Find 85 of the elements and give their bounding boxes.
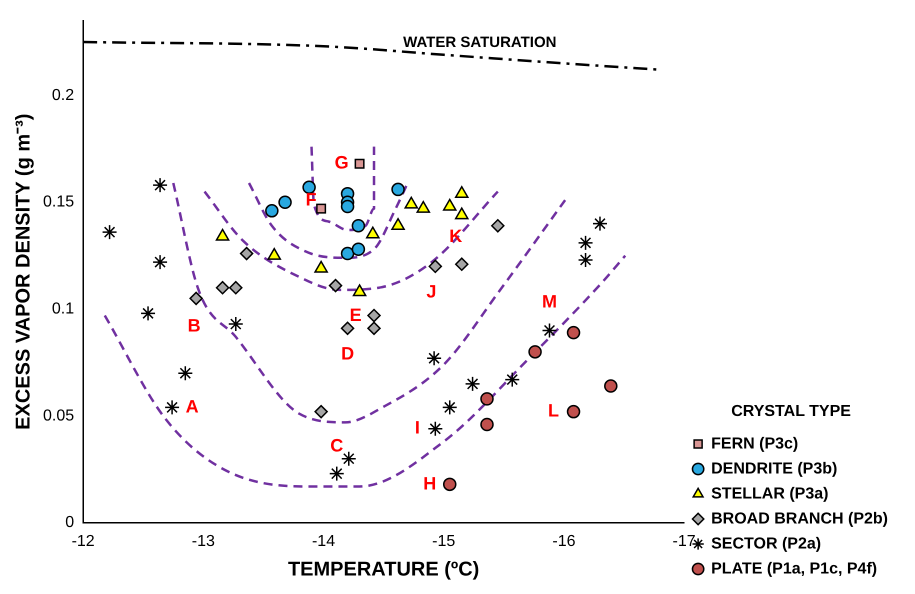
annotation: A bbox=[186, 396, 199, 416]
x-tick-label: -13 bbox=[192, 532, 215, 550]
annotation: K bbox=[449, 226, 462, 246]
point bbox=[189, 292, 203, 306]
annotation: G bbox=[334, 152, 349, 173]
point bbox=[426, 350, 442, 366]
point bbox=[391, 182, 405, 196]
point bbox=[367, 322, 381, 336]
annotation: C bbox=[330, 436, 344, 456]
point bbox=[240, 246, 254, 260]
point bbox=[442, 478, 456, 492]
annotation: J bbox=[426, 281, 436, 302]
point bbox=[340, 246, 354, 260]
x-axis-title: TEMPERATURE (ºC) bbox=[288, 558, 480, 581]
point bbox=[542, 322, 558, 338]
y-tick-label: 0.1 bbox=[52, 300, 74, 318]
point bbox=[178, 365, 194, 381]
point bbox=[504, 372, 520, 388]
point bbox=[366, 226, 380, 239]
point bbox=[480, 418, 494, 432]
point bbox=[316, 204, 326, 214]
legend-label: FERN (P3c) bbox=[711, 435, 798, 452]
legend-label: BROAD BRANCH (P2b) bbox=[711, 510, 888, 528]
point bbox=[140, 306, 156, 322]
point bbox=[278, 195, 292, 209]
point bbox=[340, 322, 354, 336]
point bbox=[428, 421, 444, 437]
annotation: M bbox=[542, 291, 557, 312]
point bbox=[455, 257, 469, 271]
legend-label: PLATE (P1a, P1c, P4f) bbox=[711, 560, 878, 578]
point bbox=[442, 400, 458, 416]
point bbox=[314, 404, 328, 418]
legend-label: STELLAR (P3a) bbox=[711, 485, 828, 502]
point bbox=[528, 345, 542, 359]
point bbox=[491, 219, 505, 233]
annotation: L bbox=[548, 400, 560, 421]
point bbox=[152, 177, 168, 193]
annotation: D bbox=[341, 343, 354, 364]
x-tick-label: -15 bbox=[432, 532, 456, 550]
point bbox=[566, 404, 580, 418]
point bbox=[265, 204, 279, 218]
point bbox=[228, 316, 244, 332]
point bbox=[391, 218, 405, 230]
point bbox=[102, 224, 118, 240]
legend-label: DENDRITE (P3b) bbox=[711, 460, 838, 478]
point bbox=[329, 466, 345, 482]
point bbox=[578, 235, 594, 251]
point bbox=[592, 216, 608, 232]
point bbox=[302, 180, 316, 194]
point bbox=[164, 400, 180, 416]
x-tick-label: -14 bbox=[312, 532, 336, 550]
point bbox=[464, 376, 480, 392]
point bbox=[340, 200, 354, 214]
point bbox=[229, 280, 243, 294]
annotation: WATER SATURATION bbox=[403, 34, 556, 52]
y-tick-label: 0.2 bbox=[52, 86, 74, 104]
line-series bbox=[248, 182, 409, 260]
annotation: H bbox=[423, 473, 436, 494]
annotation: E bbox=[350, 304, 362, 325]
line-series bbox=[104, 254, 626, 488]
legend-label: SECTOR (P2a) bbox=[711, 535, 822, 552]
point bbox=[354, 158, 365, 169]
x-tick-label: -16 bbox=[552, 532, 576, 550]
point bbox=[480, 392, 494, 406]
y-tick-label: 0 bbox=[65, 514, 74, 532]
y-tick-label: 0.05 bbox=[43, 407, 74, 424]
point bbox=[328, 278, 342, 292]
point bbox=[566, 326, 580, 340]
point bbox=[578, 252, 594, 268]
annotation: B bbox=[188, 315, 201, 336]
point bbox=[352, 219, 366, 233]
x-tick-label: -12 bbox=[72, 532, 95, 550]
y-axis-title: EXCESS VAPOR DENSITY (g m⁻³) bbox=[12, 114, 35, 430]
point bbox=[152, 254, 168, 270]
point bbox=[216, 280, 230, 294]
annotation: I bbox=[414, 418, 420, 438]
point bbox=[604, 379, 618, 393]
x-tick-label: -17 bbox=[672, 532, 696, 550]
y-tick-label: 0.15 bbox=[43, 194, 74, 211]
point bbox=[341, 450, 357, 466]
point bbox=[428, 260, 442, 274]
annotation: F bbox=[306, 190, 317, 210]
legend-title: CRYSTAL TYPE bbox=[731, 403, 852, 420]
point bbox=[352, 242, 366, 256]
point bbox=[367, 308, 381, 322]
